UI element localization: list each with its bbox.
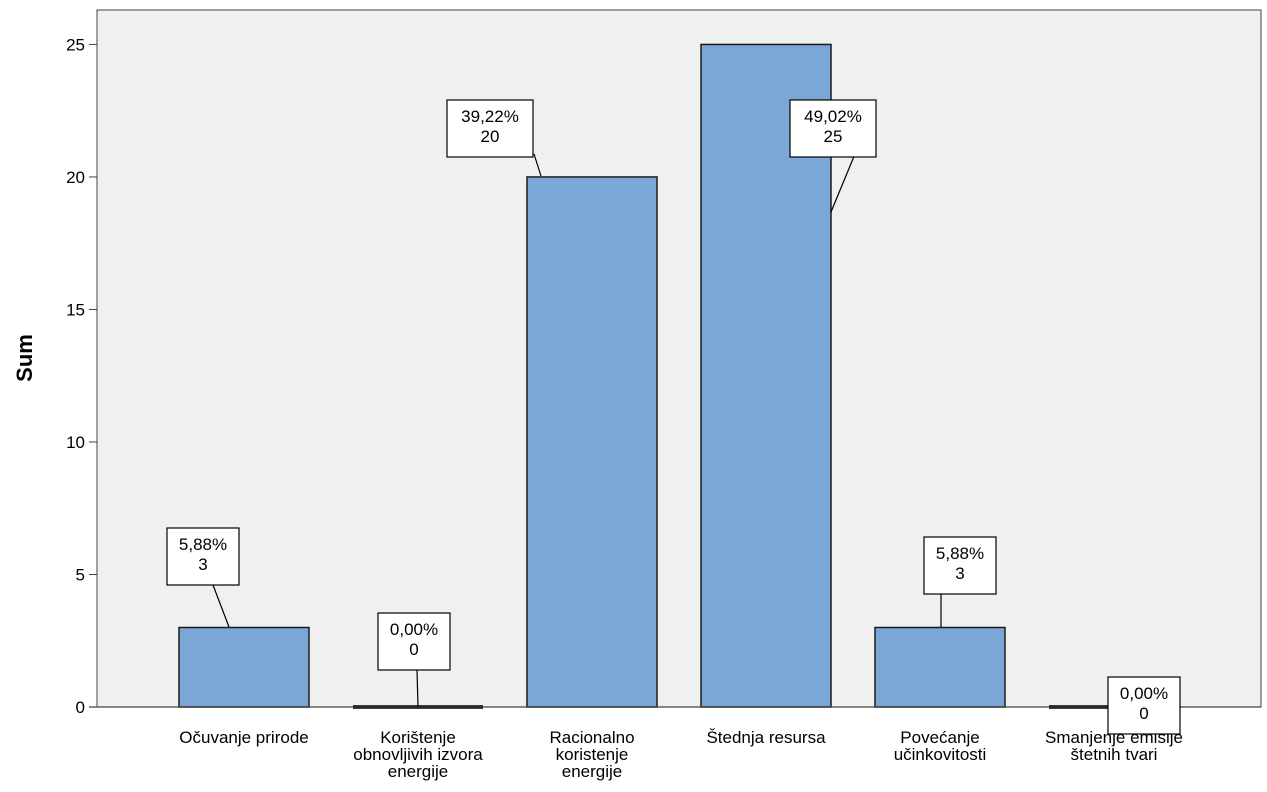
x-tick-label-line: štetnih tvari <box>1071 745 1158 764</box>
x-tick-label-line: energije <box>388 762 449 781</box>
x-tick-label: Očuvanje prirode <box>179 728 308 747</box>
count-label: 0 <box>409 640 418 659</box>
data-label-box <box>377 612 451 671</box>
data-label-box <box>1107 676 1181 735</box>
bar <box>178 626 310 708</box>
x-tick-label-line: Povećanje <box>900 728 979 747</box>
bar <box>526 176 658 708</box>
percent-label: 5,88% <box>936 544 984 563</box>
x-tick-label-line: učinkovitosti <box>894 745 987 764</box>
data-label-callout: 0,00%0 <box>1107 676 1181 735</box>
x-tick-label-line: koristenje <box>556 745 629 764</box>
x-tick-label: Racionalno koristenje energije <box>549 728 634 781</box>
percent-label: 49,02% <box>804 107 862 126</box>
x-tick-label-line: energije <box>562 762 623 781</box>
x-tick-label: Povećanje učinkovitosti <box>894 728 987 764</box>
y-tick-label: 10 <box>66 433 85 452</box>
y-tick-label: 5 <box>76 565 85 584</box>
leader-line <box>533 153 542 177</box>
x-tick-label-line: obnovljivih izvora <box>353 745 483 764</box>
data-label-callout: 5,88%3 <box>923 536 997 627</box>
leader-line <box>212 584 230 628</box>
percent-label: 0,00% <box>390 620 438 639</box>
data-label-box <box>446 99 534 158</box>
x-tick-label-line: Štednja resursa <box>706 728 826 747</box>
data-label-callout: 5,88%3 <box>166 527 240 628</box>
data-label-box <box>923 536 997 595</box>
y-axis-title: Sum <box>12 334 37 382</box>
percent-label: 39,22% <box>461 107 519 126</box>
leader-line <box>830 153 856 213</box>
count-label: 0 <box>1139 704 1148 723</box>
data-label-box <box>789 99 877 158</box>
bar <box>874 626 1006 708</box>
data-label-box <box>166 527 240 586</box>
count-label: 3 <box>955 564 964 583</box>
y-tick-label: 0 <box>76 698 85 717</box>
plot-area <box>96 9 1262 708</box>
count-label: 20 <box>481 127 500 146</box>
y-tick-label: 20 <box>66 168 85 187</box>
data-label-callout: 39,22%20 <box>446 99 542 177</box>
percent-label: 5,88% <box>179 535 227 554</box>
count-label: 3 <box>198 555 207 574</box>
bars <box>178 43 1179 709</box>
x-tick-label-line: Racionalno <box>549 728 634 747</box>
x-tick-label: Korištenje obnovljivih izvora energije <box>353 728 483 781</box>
y-tick-label: 25 <box>66 35 85 54</box>
count-label: 25 <box>824 127 843 146</box>
x-tick-label-line: Očuvanje prirode <box>179 728 308 747</box>
x-axis-labels: Očuvanje prirode Korištenje obnovljivih iz… <box>179 728 1183 781</box>
y-tick-label: 15 <box>66 300 85 319</box>
y-axis: 0 5 10 15 20 25 <box>66 35 97 717</box>
leader-line <box>416 669 419 708</box>
x-tick-label-line: Korištenje <box>380 728 456 747</box>
data-label-callout: 49,02%25 <box>789 99 877 213</box>
data-label-callout: 0,00%0 <box>377 612 451 708</box>
x-tick-label: Štednja resursa <box>706 728 826 747</box>
percent-label: 0,00% <box>1120 684 1168 703</box>
